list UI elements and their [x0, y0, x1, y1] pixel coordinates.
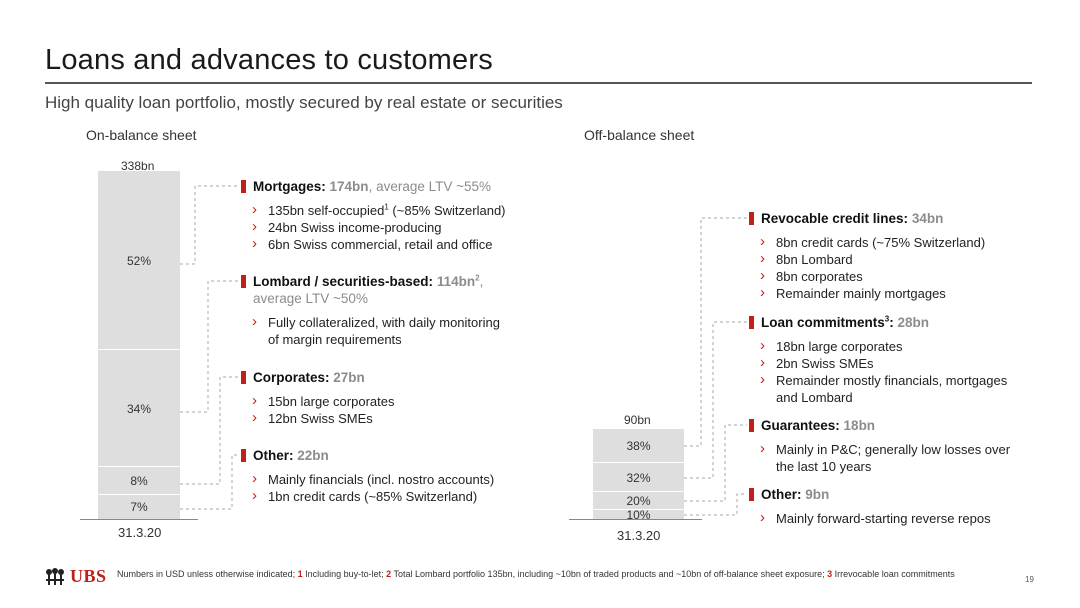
list-item: 8bn Lombard: [749, 250, 1039, 268]
off-balance-total: 90bn: [624, 413, 651, 427]
guarantees-heading: Guarantees: 18bn: [749, 417, 1039, 434]
connector-commitments: [684, 321, 747, 479]
list-item: Remainder mostly financials, mortgagesan…: [749, 371, 1039, 406]
connector-lombard: [180, 280, 239, 413]
ubs-logo: UBS: [44, 566, 107, 587]
off-balance-date: 31.3.20: [617, 528, 661, 543]
other-on-heading: Other: 22bn: [241, 447, 561, 464]
commitments-block: Loan commitments3: 28bn 18bn large corpo…: [749, 314, 1039, 406]
list-item: 12bn Swiss SMEs: [241, 409, 561, 427]
lombard-block: Lombard / securities-based: 114bn2, aver…: [241, 273, 561, 348]
bar-segment: 10%: [593, 508, 684, 522]
list-item: Remainder mainly mortgages: [749, 284, 1039, 302]
off-balance-heading: Off-balance sheet: [584, 127, 695, 143]
on-balance-axis: [80, 519, 198, 520]
connector-other-off: [684, 493, 747, 516]
page-subtitle: High quality loan portfolio, mostly secu…: [45, 93, 563, 112]
other-on-block: Other: 22bn Mainly financials (incl. nos…: [241, 447, 561, 505]
list-item: 135bn self-occupied1 (~85% Switzerland): [241, 201, 561, 219]
list-item: 2bn Swiss SMEs: [749, 354, 1039, 372]
connector-corporates: [180, 376, 239, 485]
on-balance-date: 31.3.20: [118, 525, 162, 540]
title-divider: [45, 82, 1032, 84]
connector-revocable: [684, 217, 747, 447]
list-item: 1bn credit cards (~85% Switzerland): [241, 487, 561, 505]
list-item: 8bn credit cards (~75% Switzerland): [749, 233, 1039, 251]
list-item: 24bn Swiss income-producing: [241, 218, 561, 236]
bar-segment: 52%: [98, 171, 180, 350]
bar-segment: 34%: [98, 350, 180, 467]
mortgages-heading: Mortgages: 174bn, average LTV ~55%: [241, 178, 561, 195]
bar-separator: [593, 462, 684, 463]
other-off-block: Other: 9bn Mainly forward-starting rever…: [749, 486, 1039, 527]
bar-segment: 32%: [593, 463, 684, 492]
bar-segment: 7%: [98, 495, 180, 519]
bar-separator: [593, 509, 684, 510]
on-balance-heading: On-balance sheet: [86, 127, 197, 143]
on-balance-total: 338bn: [121, 159, 155, 173]
revocable-block: Revocable credit lines: 34bn 8bn credit …: [749, 210, 1039, 302]
list-item: 15bn large corporates: [241, 392, 561, 410]
page-title: Loans and advances to customers: [45, 44, 493, 76]
list-item: Mainly in P&C; generally low losses over…: [749, 440, 1039, 475]
bar-separator: [593, 491, 684, 492]
list-item: Mainly financials (incl. nostro accounts…: [241, 470, 561, 488]
list-item: Fully collateralized, with daily monitor…: [241, 313, 561, 348]
revocable-heading: Revocable credit lines: 34bn: [749, 210, 1039, 227]
bar-separator: [98, 494, 180, 495]
bar-segment: 20%: [593, 492, 684, 510]
bar-separator: [98, 349, 180, 350]
bar-segment: 8%: [98, 467, 180, 495]
list-item: Mainly forward-starting reverse repos: [749, 509, 1039, 527]
keys-icon: [46, 567, 64, 585]
lombard-heading: Lombard / securities-based: 114bn2, aver…: [241, 273, 561, 307]
mortgages-block: Mortgages: 174bn, average LTV ~55% 135bn…: [241, 178, 561, 253]
connector-other-on: [180, 454, 239, 510]
corporates-block: Corporates: 27bn 15bn large corporates 1…: [241, 369, 561, 427]
brand-name: UBS: [70, 566, 107, 586]
corporates-heading: Corporates: 27bn: [241, 369, 561, 386]
connector-guarantees: [684, 424, 747, 502]
page-number: 19: [1025, 575, 1034, 584]
connector-mortgages: [180, 185, 239, 265]
list-item: 6bn Swiss commercial, retail and office: [241, 235, 561, 253]
list-item: 8bn corporates: [749, 267, 1039, 285]
list-item: 18bn large corporates: [749, 337, 1039, 355]
footnote: Numbers in USD unless otherwise indicate…: [117, 569, 955, 579]
other-off-heading: Other: 9bn: [749, 486, 1039, 503]
bar-segment: 38%: [593, 429, 684, 463]
off-balance-axis: [569, 519, 702, 520]
bar-separator: [98, 466, 180, 467]
guarantees-block: Guarantees: 18bn Mainly in P&C; generall…: [749, 417, 1039, 475]
commitments-heading: Loan commitments3: 28bn: [749, 314, 1039, 331]
